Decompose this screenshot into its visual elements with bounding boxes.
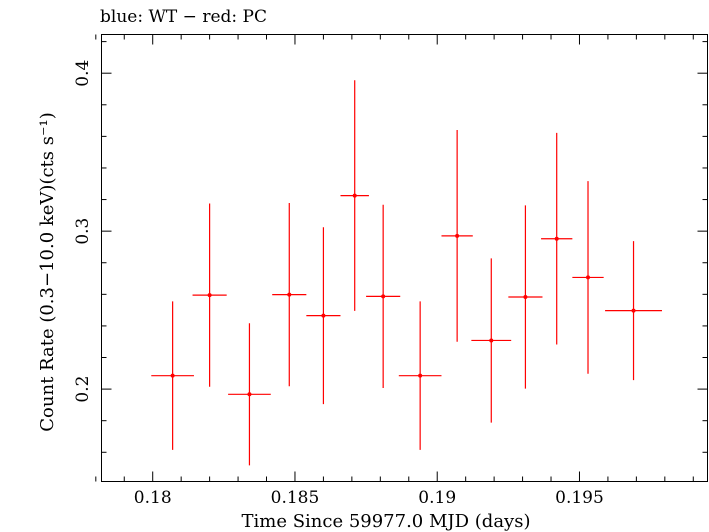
y-tick-label: 0.4 xyxy=(73,60,93,87)
tick-labels: 0.18 0.185 0.19 0.195 0.2 0.3 0.4 xyxy=(73,60,604,508)
point-marker xyxy=(287,292,292,297)
data-point xyxy=(366,204,401,388)
point-marker xyxy=(586,275,591,280)
data-point xyxy=(508,205,543,389)
data-point xyxy=(605,241,662,381)
data-point xyxy=(272,203,307,387)
data-point xyxy=(471,258,512,423)
x-tick-label: 0.19 xyxy=(418,488,456,508)
data-point xyxy=(572,181,604,374)
plot-frame xyxy=(101,34,708,482)
point-marker xyxy=(381,294,386,299)
point-marker xyxy=(321,313,326,318)
y-tick-label: 0.2 xyxy=(73,376,93,403)
axis-ticks xyxy=(95,34,708,482)
data-points xyxy=(151,80,662,466)
x-tick-label: 0.185 xyxy=(271,488,320,508)
chart-subtitle: blue: WT − red: PC xyxy=(100,7,267,27)
x-tick-label: 0.18 xyxy=(134,488,172,508)
point-marker xyxy=(554,236,559,241)
point-marker xyxy=(455,233,460,238)
data-point xyxy=(306,227,341,405)
point-marker xyxy=(631,308,636,313)
y-axis-label: Count Rate (0.3−10.0 keV)(cts s⁻¹) xyxy=(37,112,58,431)
data-point xyxy=(228,323,271,466)
data-point xyxy=(192,203,227,387)
data-point xyxy=(340,80,369,311)
point-marker xyxy=(170,373,175,378)
data-point xyxy=(151,301,194,450)
point-marker xyxy=(418,373,423,378)
data-point xyxy=(441,130,473,342)
point-marker xyxy=(352,193,357,198)
point-marker xyxy=(523,295,528,300)
data-point xyxy=(541,132,573,345)
point-marker xyxy=(247,392,252,397)
point-marker xyxy=(207,293,212,298)
y-tick-label: 0.3 xyxy=(73,218,93,245)
data-point xyxy=(398,301,442,450)
x-tick-label: 0.195 xyxy=(555,488,604,508)
point-marker xyxy=(489,338,494,343)
x-axis-label: Time Since 59977.0 MJD (days) xyxy=(241,511,530,532)
